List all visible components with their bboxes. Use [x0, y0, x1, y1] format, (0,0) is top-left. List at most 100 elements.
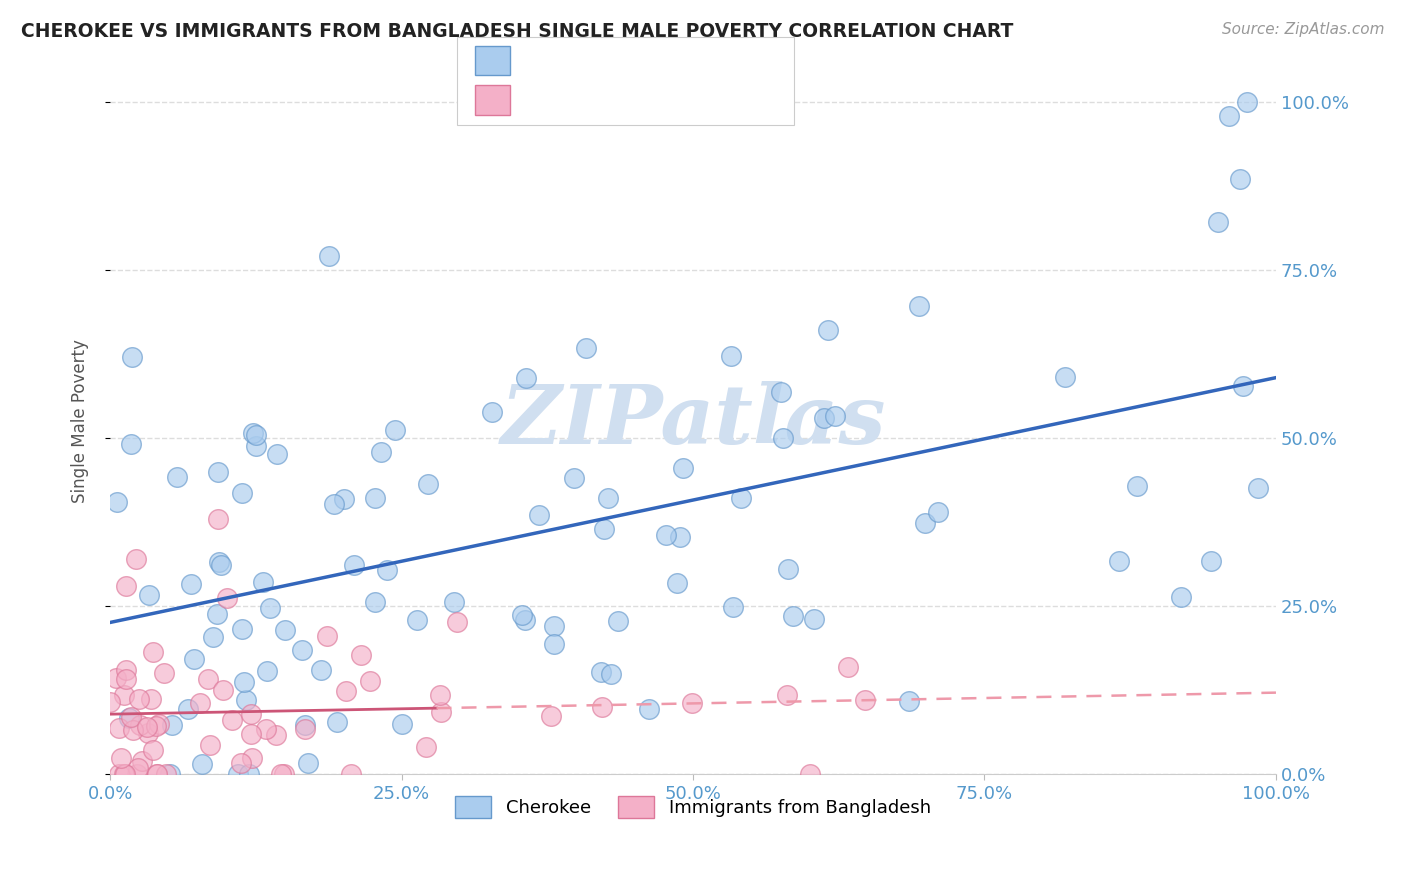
Point	[1206, 215, 1229, 229]
Point	[270, 767, 292, 781]
Point	[136, 720, 159, 734]
Point	[207, 555, 229, 569]
Point	[118, 711, 141, 725]
Point	[256, 665, 278, 679]
Point	[180, 577, 202, 591]
Point	[105, 495, 128, 509]
Point	[339, 767, 361, 781]
Text: Source: ZipAtlas.com: Source: ZipAtlas.com	[1222, 22, 1385, 37]
Point	[415, 739, 437, 754]
Point	[600, 666, 623, 681]
Point	[190, 697, 212, 711]
Point	[813, 410, 835, 425]
Point	[637, 701, 659, 715]
Point	[112, 688, 135, 702]
Point	[364, 491, 387, 505]
Text: 0.538: 0.538	[568, 54, 627, 73]
Point	[231, 623, 253, 637]
Point	[326, 715, 349, 730]
Point	[139, 692, 162, 706]
Point	[529, 508, 551, 523]
Point	[122, 723, 145, 738]
Point	[1236, 95, 1258, 109]
Point	[232, 675, 254, 690]
Point	[153, 665, 176, 680]
Point	[110, 750, 132, 764]
Text: ZIPatlas: ZIPatlas	[501, 381, 886, 461]
Point	[294, 722, 316, 736]
Point	[266, 447, 288, 461]
Point	[107, 767, 129, 781]
Point	[120, 710, 142, 724]
Point	[669, 530, 692, 544]
Point	[1125, 479, 1147, 493]
Point	[142, 645, 165, 659]
Point	[162, 718, 184, 732]
Point	[207, 512, 229, 526]
Point	[598, 491, 620, 506]
Point	[245, 439, 267, 453]
Point	[406, 613, 429, 627]
Point	[543, 637, 565, 651]
Point	[591, 700, 613, 714]
Text: R =: R =	[520, 94, 567, 112]
Point	[212, 682, 235, 697]
Point	[209, 558, 232, 573]
Text: 95: 95	[686, 54, 713, 73]
Point	[481, 405, 503, 419]
Point	[254, 722, 277, 736]
Point	[121, 350, 143, 364]
Point	[908, 300, 931, 314]
Point	[142, 743, 165, 757]
Point	[799, 767, 821, 781]
Point	[898, 694, 921, 708]
Point	[297, 756, 319, 770]
Point	[1108, 553, 1130, 567]
Point	[125, 767, 148, 781]
Point	[837, 660, 859, 674]
Text: R =: R =	[520, 54, 561, 73]
Point	[318, 248, 340, 262]
Point	[200, 738, 222, 752]
Point	[593, 522, 616, 536]
Point	[215, 591, 238, 606]
Point	[221, 713, 243, 727]
Point	[720, 349, 742, 363]
Point	[114, 767, 136, 781]
Point	[231, 486, 253, 500]
Point	[343, 558, 366, 572]
Point	[105, 671, 128, 685]
Point	[205, 607, 228, 621]
Point	[458, 95, 481, 109]
Point	[543, 619, 565, 633]
Point	[98, 695, 121, 709]
Point	[772, 431, 794, 445]
Text: 62: 62	[686, 94, 711, 112]
Point	[510, 607, 533, 622]
Point	[183, 652, 205, 666]
Point	[364, 595, 387, 609]
Point	[429, 688, 451, 702]
Point	[316, 629, 339, 643]
Point	[231, 756, 253, 770]
Point	[914, 516, 936, 531]
Point	[927, 505, 949, 519]
Point	[146, 767, 169, 781]
Point	[294, 718, 316, 732]
Point	[197, 672, 219, 686]
Point	[1229, 172, 1251, 186]
Point	[146, 767, 169, 781]
Point	[776, 562, 799, 576]
Point	[853, 693, 876, 707]
Point	[159, 767, 181, 781]
Point	[540, 709, 562, 723]
Point	[769, 385, 792, 400]
Text: CHEROKEE VS IMMIGRANTS FROM BANGLADESH SINGLE MALE POVERTY CORRELATION CHART: CHEROKEE VS IMMIGRANTS FROM BANGLADESH S…	[21, 22, 1014, 41]
Point	[266, 728, 288, 742]
Text: N =: N =	[626, 94, 679, 112]
Point	[207, 465, 229, 479]
Point	[131, 754, 153, 768]
Legend: Cherokee, Immigrants from Bangladesh: Cherokee, Immigrants from Bangladesh	[449, 789, 938, 825]
Point	[201, 630, 224, 644]
Point	[391, 716, 413, 731]
